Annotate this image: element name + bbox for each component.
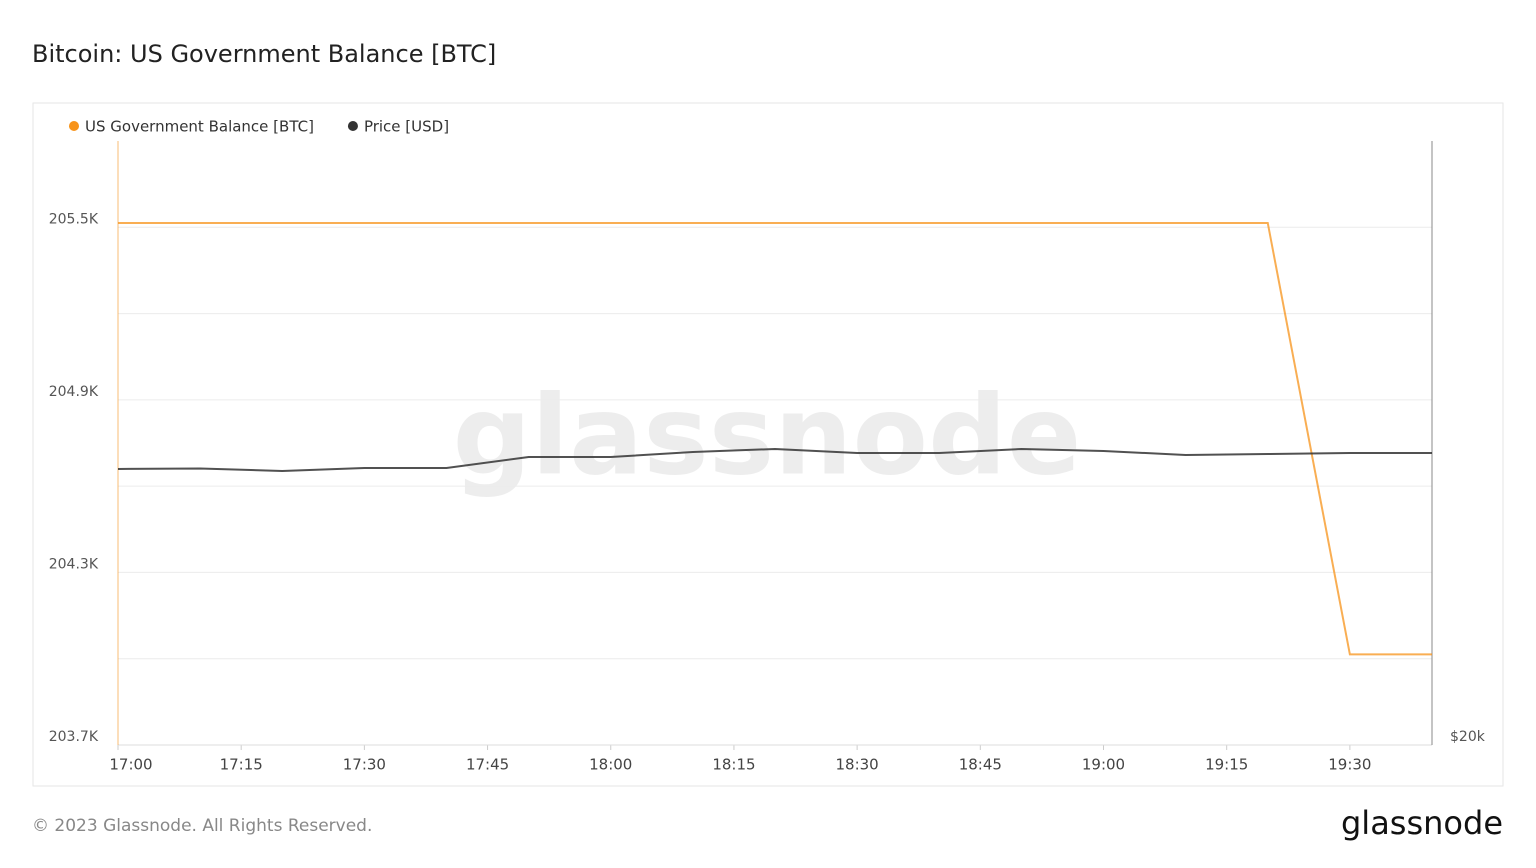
x-tick-label: 17:15 [220, 756, 263, 774]
series-line [118, 221, 1432, 656]
chart-title: Bitcoin: US Government Balance [BTC] [32, 40, 496, 68]
x-tick-label: 18:30 [836, 756, 879, 774]
y-tick-label: 205.5K [49, 211, 99, 227]
x-tick-label: 18:15 [712, 756, 755, 774]
y-tick-label: 204.9K [49, 384, 99, 400]
x-tick-label: 17:30 [343, 756, 386, 774]
x-tick-label: 19:15 [1205, 756, 1248, 774]
watermark: glassnode [453, 371, 1082, 499]
x-tick-label: 17:45 [466, 756, 509, 774]
y-tick-label: 203.7K [49, 729, 99, 745]
x-tick-label: 17:00 [109, 756, 152, 774]
y-tick-label: 204.3K [49, 556, 99, 572]
legend-marker [69, 121, 79, 131]
legend-label: Price [USD] [364, 118, 449, 136]
footer: © 2023 Glassnode. All Rights Reserved. [32, 816, 372, 836]
y2-tick-label: $20k [1450, 729, 1486, 745]
series-line [117, 447, 1432, 473]
chart-frame [32, 102, 1504, 787]
x-tick-label: 19:00 [1082, 756, 1125, 774]
x-tick-label: 19:30 [1328, 756, 1371, 774]
x-tick-label: 18:45 [959, 756, 1002, 774]
x-tick-label: 18:00 [589, 756, 632, 774]
legend-label: US Government Balance [BTC] [85, 118, 314, 136]
legend-marker [347, 121, 358, 131]
logo: glassnode [1341, 804, 1503, 842]
